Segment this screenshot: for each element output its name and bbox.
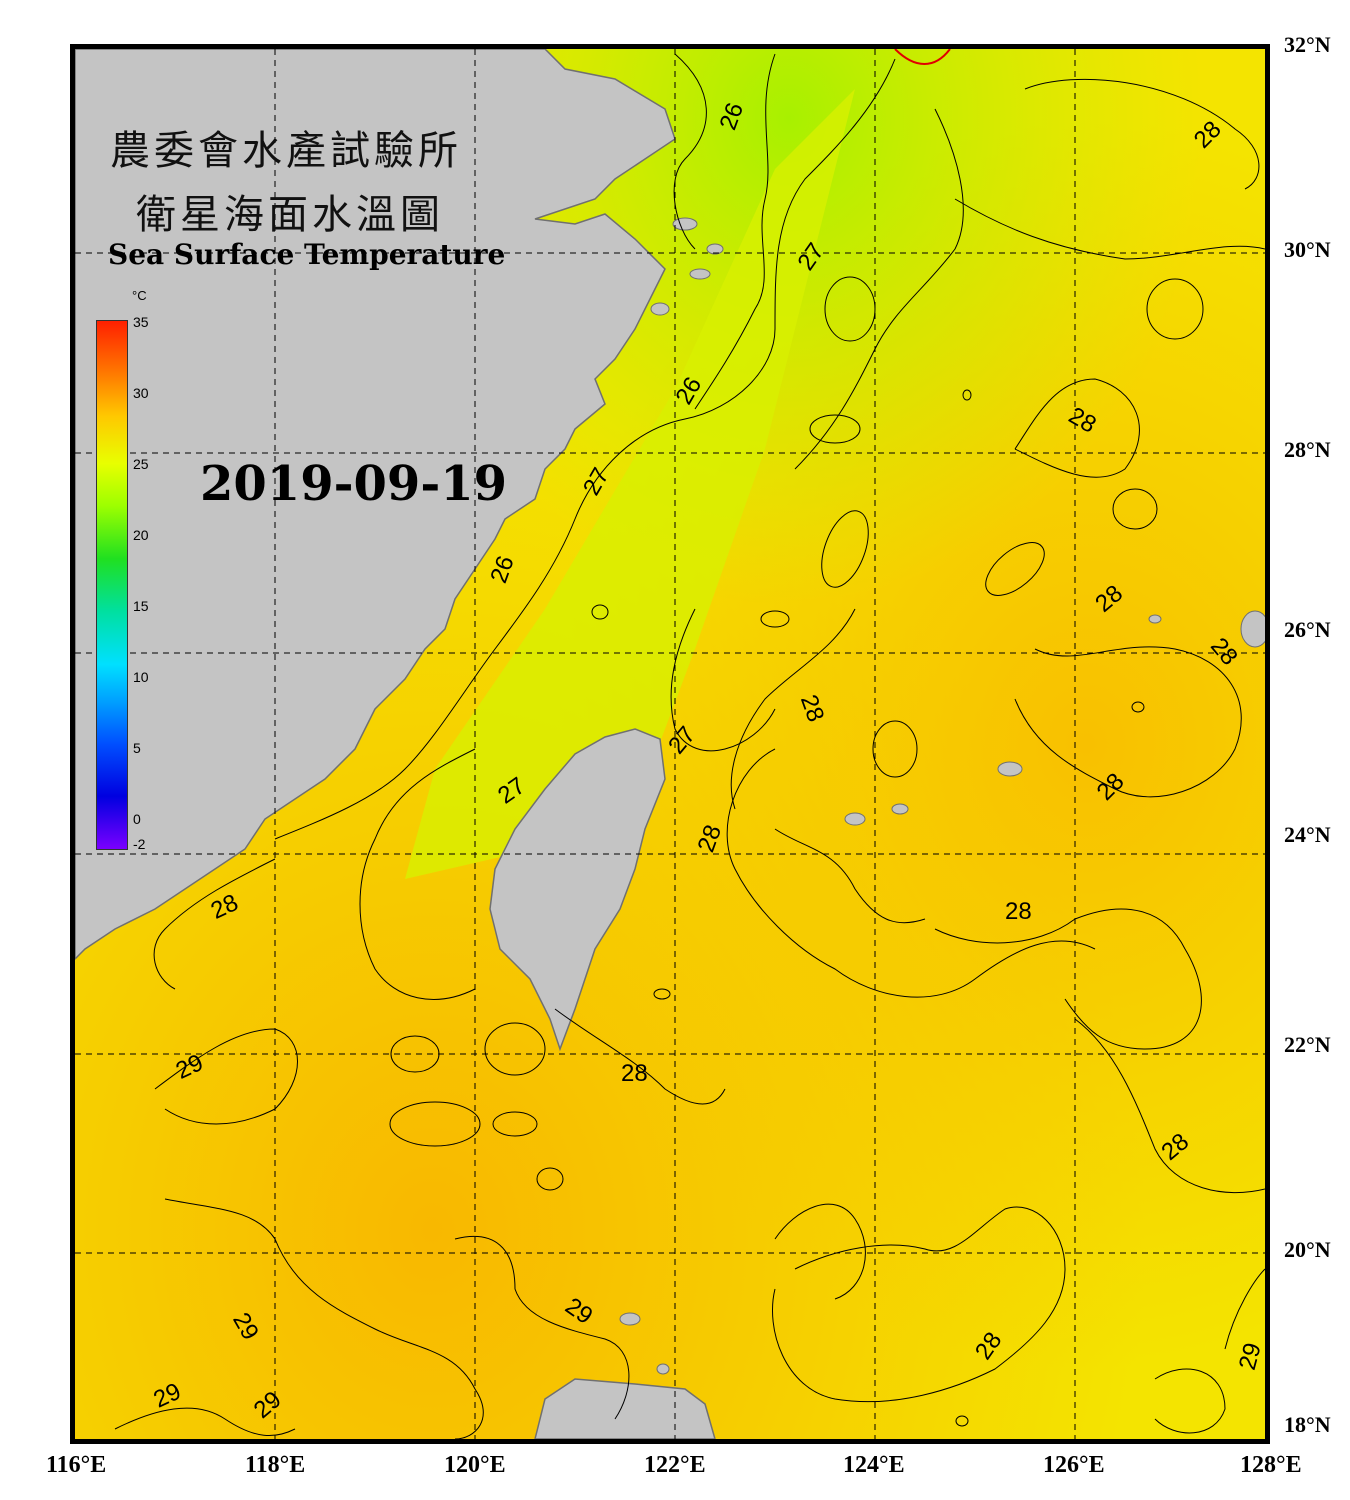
- lat-label: 22°N: [1284, 1032, 1331, 1057]
- isotherm-contours: [114, 53, 1265, 1439]
- contour-label: 29: [1234, 1340, 1265, 1373]
- lon-label: 120°E: [444, 1452, 506, 1478]
- colorbar-tick: 35: [133, 314, 149, 330]
- colorbar-tick: 25: [133, 456, 149, 472]
- lat-label: 32°N: [1284, 32, 1331, 57]
- lon-label: 126°E: [1043, 1452, 1105, 1478]
- colorbar-unit: °C: [132, 288, 147, 303]
- contour-30c: [894, 49, 951, 65]
- colorbar-tick: -2: [133, 836, 146, 852]
- title-chinese-line2: 衛星海面水溫圖: [136, 192, 444, 238]
- colorbar-tick: 30: [133, 385, 149, 401]
- colorbar-tick: 20: [133, 527, 149, 543]
- small-islands: [619, 217, 1265, 1375]
- contour-label: 28: [621, 1060, 648, 1087]
- map-date: 2019-09-19: [200, 456, 508, 512]
- lat-label: 28°N: [1284, 437, 1331, 462]
- lon-label: 122°E: [644, 1452, 706, 1478]
- colorbar-tick: 0: [133, 811, 141, 827]
- colorbar-tick: 5: [133, 740, 141, 756]
- lat-label: 24°N: [1284, 822, 1331, 847]
- lon-label: 116°E: [46, 1452, 107, 1478]
- land-mainland: [75, 49, 676, 961]
- lat-label: 20°N: [1284, 1237, 1331, 1262]
- colorbar: [96, 320, 128, 850]
- lat-label: 26°N: [1284, 617, 1331, 642]
- cool-band-taiwan-strait: [405, 89, 855, 879]
- lon-label: 128°E: [1240, 1452, 1302, 1478]
- lat-label: 18°N: [1284, 1412, 1331, 1437]
- sst-map: 26 28 27 28 26 27 26 28 28 27 27 28 28 2…: [75, 49, 1265, 1439]
- graticule: [75, 49, 1265, 1439]
- title-chinese-line1: 農委會水產試驗所: [110, 128, 462, 174]
- lon-label: 124°E: [843, 1452, 905, 1478]
- lon-label: 118°E: [245, 1452, 306, 1478]
- colorbar-tick: 15: [133, 598, 149, 614]
- contour-label: 28: [1005, 898, 1032, 925]
- land-taiwan: [489, 728, 666, 1052]
- lat-label: 30°N: [1284, 237, 1331, 262]
- map-frame: 26 28 27 28 26 27 26 28 28 27 27 28 28 2…: [70, 44, 1270, 1444]
- colorbar-tick: 10: [133, 669, 149, 685]
- land-luzon: [534, 1378, 716, 1439]
- title-english: Sea Surface Temperature: [108, 238, 506, 271]
